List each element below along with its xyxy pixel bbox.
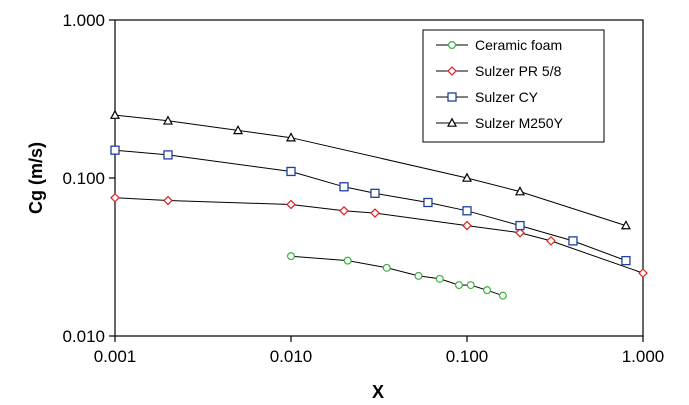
data-point — [546, 236, 556, 246]
series-sulzer-m250y — [109, 109, 631, 230]
data-point — [515, 220, 525, 231]
data-point — [568, 236, 578, 246]
data-point — [498, 291, 507, 300]
data-point — [638, 268, 648, 278]
data-point — [483, 286, 492, 295]
data-point — [339, 205, 349, 216]
series-layer — [109, 109, 648, 300]
legend-label: Ceramic foam — [475, 37, 562, 53]
data-point — [462, 206, 472, 216]
data-point — [339, 182, 349, 192]
data-point — [370, 208, 380, 218]
data-point — [162, 115, 173, 125]
data-point — [285, 132, 297, 142]
data-point — [462, 220, 472, 231]
data-point — [286, 199, 296, 210]
data-point — [414, 271, 423, 280]
data-point — [466, 281, 475, 290]
data-point — [423, 197, 433, 208]
x-tick-label: 1.000 — [622, 347, 665, 366]
data-point — [109, 109, 121, 119]
x-tick-label: 0.100 — [446, 347, 489, 366]
legend-label: Sulzer CY — [475, 89, 539, 105]
y-axis-ticks: 0.010 0.100 1.000 — [62, 11, 115, 346]
data-point — [447, 92, 457, 102]
data-point — [110, 192, 120, 203]
data-point — [454, 281, 463, 290]
data-point — [447, 66, 457, 76]
data-point — [163, 150, 173, 160]
data-point — [287, 252, 296, 261]
series-sulzer-cy — [110, 145, 631, 266]
legend-label: Sulzer M250Y — [475, 115, 564, 131]
y-axis-title: Cg (m/s) — [26, 142, 46, 214]
data-point — [621, 255, 631, 266]
legend-label: Sulzer PR 5/8 — [475, 63, 562, 79]
data-point — [446, 117, 458, 127]
data-point — [382, 263, 391, 272]
data-point — [343, 256, 352, 265]
data-point — [233, 124, 244, 135]
data-point — [461, 172, 473, 182]
series-sulzer-pr-5-8 — [110, 192, 648, 278]
x-tick-label: 0.010 — [270, 347, 313, 366]
data-point — [515, 227, 525, 238]
series-ceramic-foam — [287, 252, 507, 300]
y-tick-label: 1.000 — [62, 11, 105, 30]
data-point — [514, 186, 525, 196]
data-point — [370, 188, 380, 198]
x-axis-ticks: 0.001 0.010 0.100 1.000 — [94, 336, 665, 366]
data-point — [286, 166, 296, 177]
legend: Ceramic foam Sulzer PR 5/8 Sulzer CY Sulzer… — [422, 29, 605, 143]
data-point — [620, 220, 631, 230]
data-point — [448, 40, 457, 49]
y-tick-label: 0.100 — [62, 169, 105, 188]
x-tick-label: 0.001 — [94, 347, 137, 366]
series-line — [114, 149, 627, 262]
data-point — [435, 274, 444, 283]
y-tick-label: 0.010 — [62, 327, 105, 346]
data-point — [163, 195, 173, 206]
data-point — [110, 145, 120, 155]
x-axis-title: X — [372, 382, 384, 402]
